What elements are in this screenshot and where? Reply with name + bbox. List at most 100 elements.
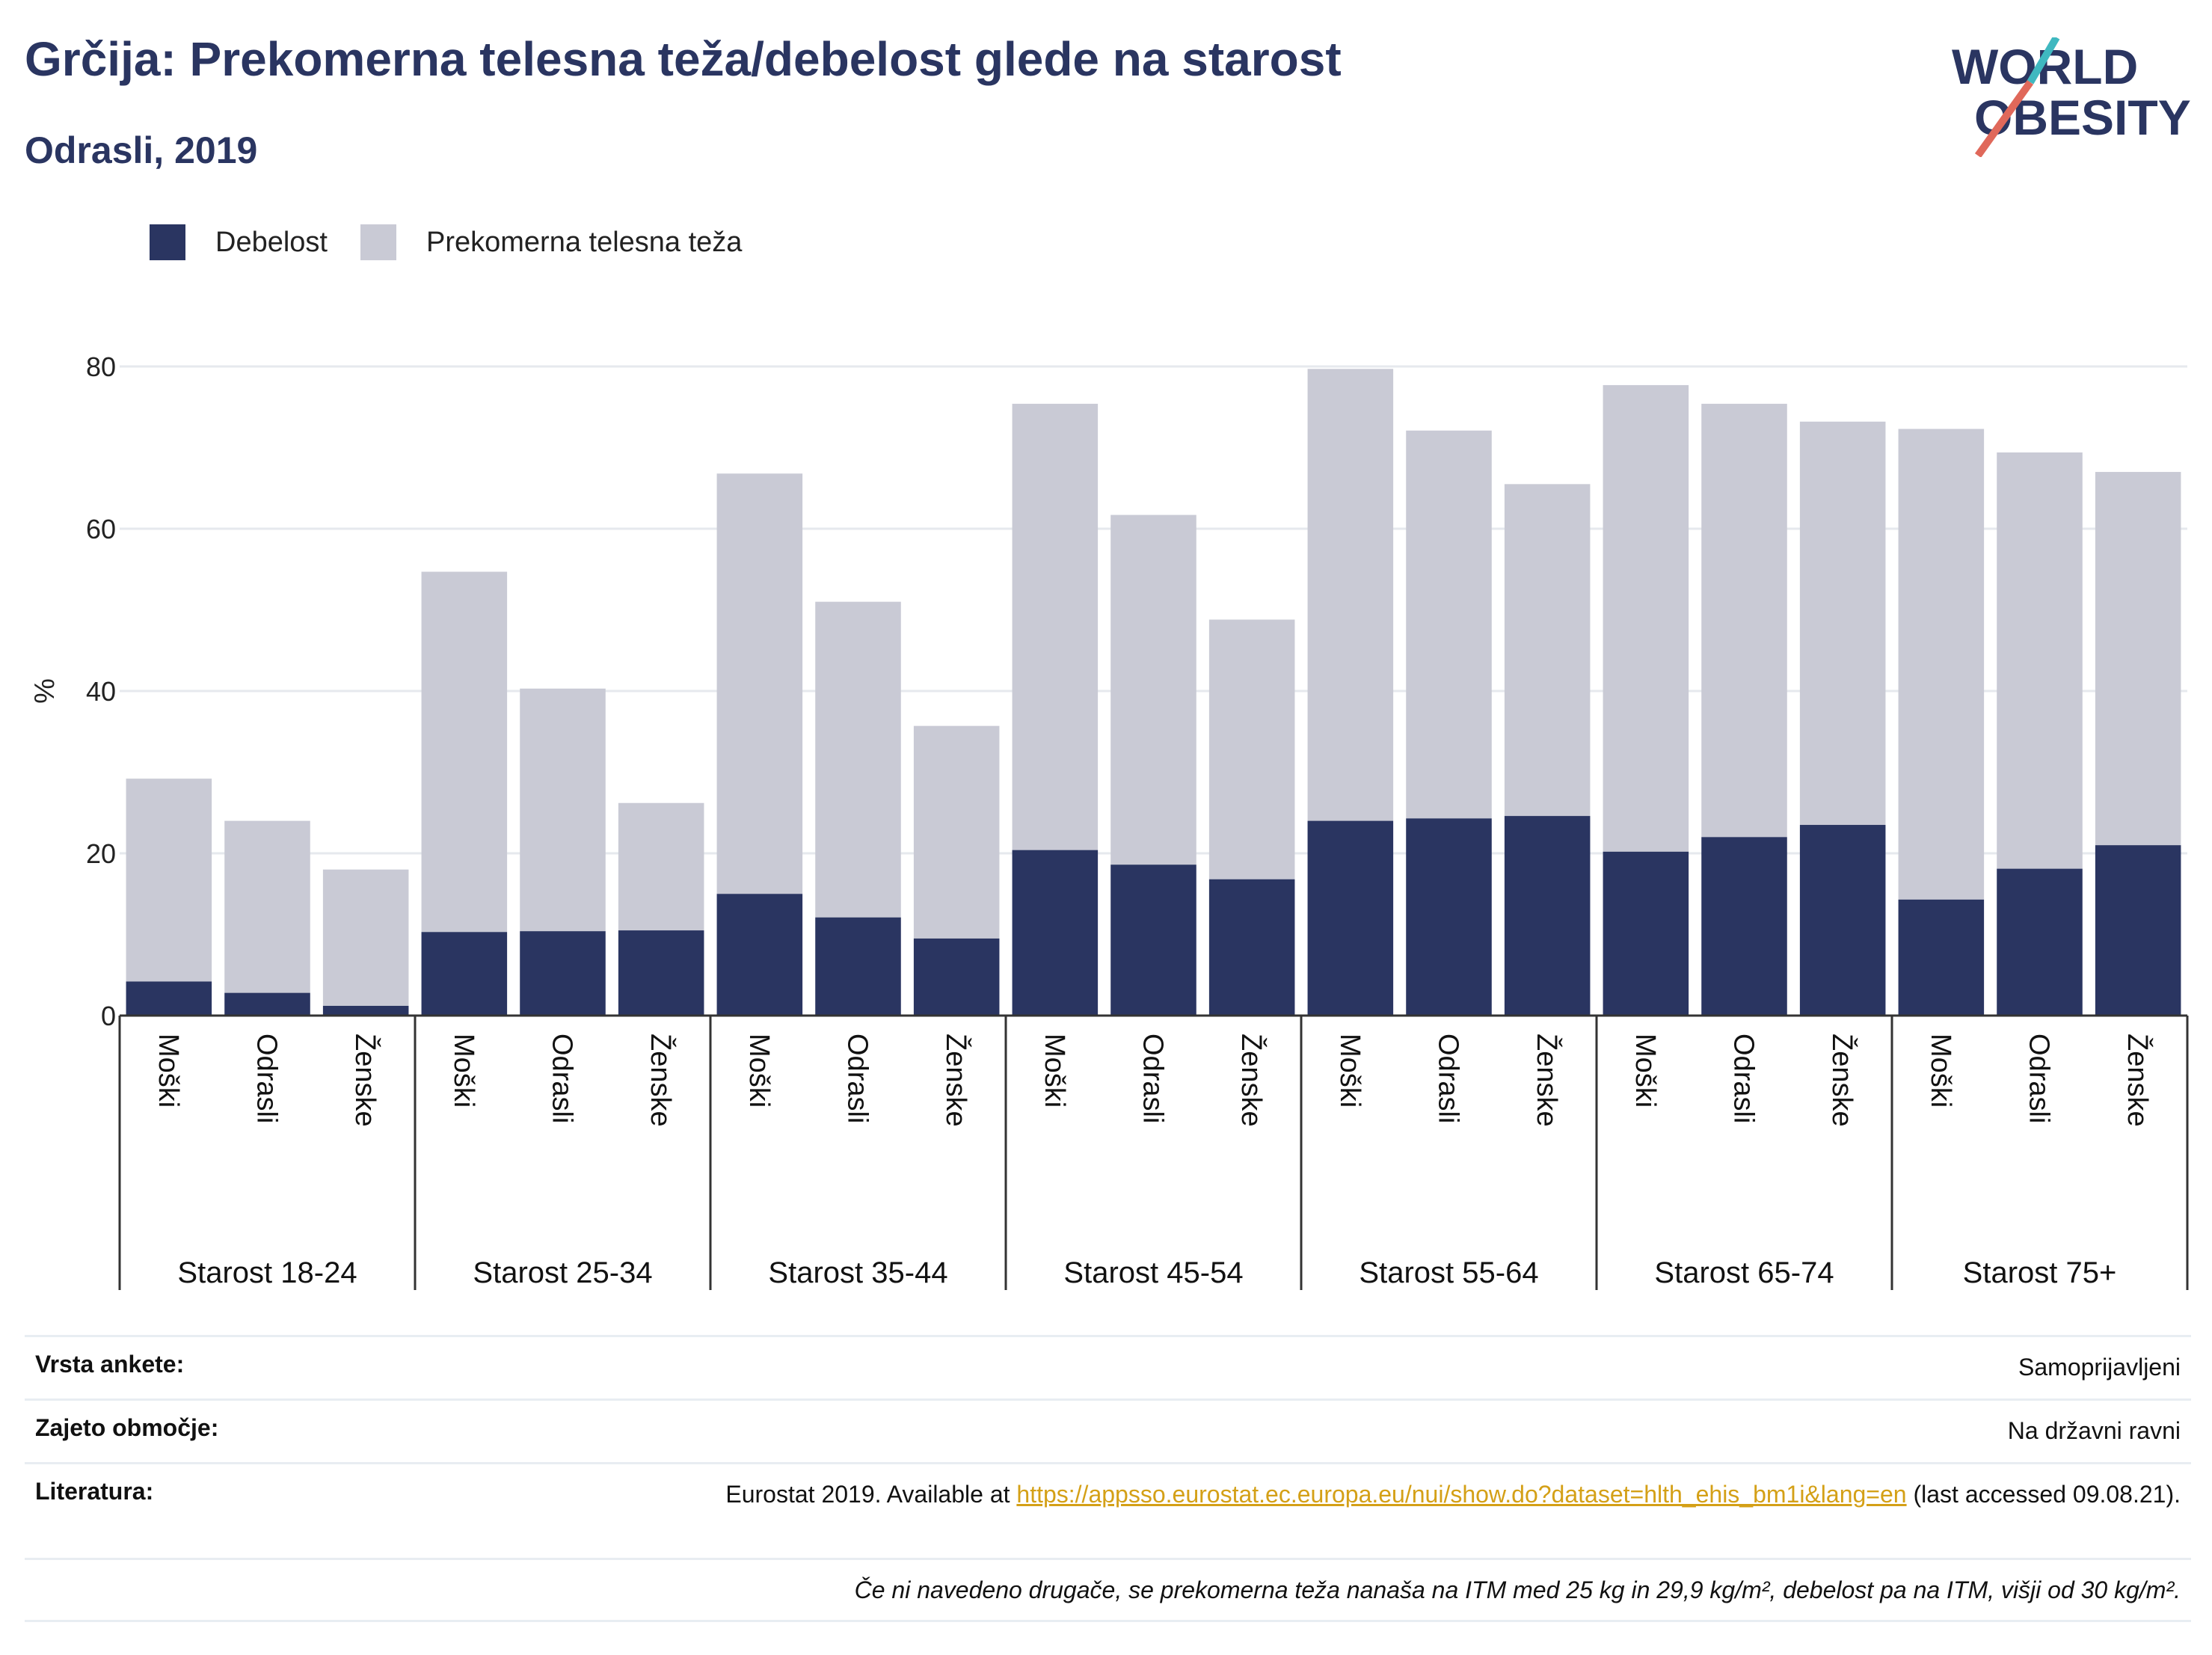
group-label: Starost 55-64 xyxy=(1359,1256,1538,1289)
info-row-coverage: Zajeto območje: Na državni ravni xyxy=(25,1398,2191,1462)
bar-overweight xyxy=(421,571,508,933)
bar-obesity xyxy=(815,917,901,1016)
x-tick-label: Ženske xyxy=(645,1034,677,1127)
chart-legend: Debelost Prekomerna telesna teža xyxy=(150,221,775,263)
bar-overweight xyxy=(1997,452,2083,869)
bar-obesity xyxy=(1701,837,1787,1016)
y-axis-label: % xyxy=(29,678,61,704)
group-label: Starost 45-54 xyxy=(1063,1256,1243,1289)
group-label: Starost 18-24 xyxy=(177,1256,357,1289)
logo-line2: OBESITY xyxy=(1974,90,2191,145)
bar-obesity xyxy=(1406,818,1492,1016)
bar-overweight xyxy=(1110,515,1196,865)
bar-overweight xyxy=(1504,484,1591,817)
y-tick-label: 0 xyxy=(101,1001,116,1031)
reference-prefix: Eurostat 2019. Available at xyxy=(725,1481,1017,1508)
bar-obesity xyxy=(716,894,803,1016)
logo-slash-red xyxy=(1974,80,2034,157)
reference-value: Eurostat 2019. Available at https://apps… xyxy=(725,1478,2181,1511)
x-tick-label: Ženske xyxy=(349,1034,381,1127)
legend-label-overweight: Prekomerna telesna teža xyxy=(425,226,743,258)
x-tick-label: Odrasli xyxy=(1728,1034,1760,1123)
bar-obesity xyxy=(2095,845,2181,1016)
group-label: Starost 25-34 xyxy=(473,1256,652,1289)
bar-obesity xyxy=(1208,879,1295,1016)
group-label: Starost 75+ xyxy=(1963,1256,2117,1289)
x-tick-label: Ženske xyxy=(1531,1034,1563,1127)
world-obesity-logo: WORLD OBESITY xyxy=(1952,37,2191,157)
bar-obesity xyxy=(913,938,1000,1016)
legend-item-obesity: Debelost xyxy=(150,224,328,260)
survey-value: Samoprijavljeni xyxy=(2018,1354,2181,1381)
bar-overweight xyxy=(322,869,409,1006)
info-row-survey: Vrsta ankete: Samoprijavljeni xyxy=(25,1335,2191,1398)
bar-obesity xyxy=(224,992,310,1016)
legend-swatch-overweight xyxy=(360,224,396,260)
x-tick-label: Odrasli xyxy=(2024,1034,2055,1123)
legend-label-obesity: Debelost xyxy=(215,226,328,258)
x-tick-label: Moški xyxy=(1629,1034,1661,1108)
bar-obesity xyxy=(1110,865,1196,1016)
info-row-reference: Literatura: Eurostat 2019. Available at … xyxy=(25,1462,2191,1558)
bar-overweight xyxy=(913,725,1000,939)
reference-link[interactable]: https://appsso.eurostat.ec.europa.eu/nui… xyxy=(1016,1481,1907,1508)
bar-overweight xyxy=(815,601,901,918)
bar-overweight xyxy=(520,688,606,932)
bar-overweight xyxy=(618,802,704,931)
y-tick-label: 60 xyxy=(86,514,116,544)
bar-overweight xyxy=(716,473,803,894)
info-table: Vrsta ankete: Samoprijavljeni Zajeto obm… xyxy=(25,1335,2191,1622)
bar-obesity xyxy=(618,930,704,1016)
x-tick-label: Odrasli xyxy=(842,1034,873,1123)
legend-swatch-obesity xyxy=(150,224,185,260)
x-tick-label: Odrasli xyxy=(547,1034,578,1123)
bar-obesity xyxy=(520,931,606,1016)
bar-overweight xyxy=(1799,421,1886,826)
bar-overweight xyxy=(1208,619,1295,879)
x-tick-label: Ženske xyxy=(1235,1034,1268,1127)
group-label: Starost 35-44 xyxy=(768,1256,947,1289)
bar-overweight xyxy=(224,820,310,993)
x-tick-label: Ženske xyxy=(1826,1034,1858,1127)
x-tick-label: Moški xyxy=(1334,1034,1365,1108)
group-label: Starost 65-74 xyxy=(1654,1256,1834,1289)
bar-obesity xyxy=(322,1005,409,1016)
bar-overweight xyxy=(1012,403,1099,850)
chart-title: Grčija: Prekomerna telesna teža/debelost… xyxy=(25,32,1342,86)
bar-obesity xyxy=(1307,820,1394,1016)
bar-obesity xyxy=(1012,850,1099,1016)
x-tick-label: Moški xyxy=(1039,1034,1070,1108)
y-tick-label: 20 xyxy=(86,838,116,869)
x-tick-label: Ženske xyxy=(940,1034,972,1127)
bar-obesity xyxy=(1997,868,2083,1016)
y-tick-label: 80 xyxy=(86,351,116,382)
bar-overweight xyxy=(126,779,212,982)
x-tick-label: Moški xyxy=(1925,1034,1956,1108)
bar-overweight xyxy=(1701,403,1787,838)
coverage-label: Zajeto območje: xyxy=(35,1414,219,1441)
bar-overweight xyxy=(1898,429,1985,900)
legend-item-overweight: Prekomerna telesna teža xyxy=(360,224,742,260)
logo-slash-teal xyxy=(2027,37,2060,85)
y-tick-label: 40 xyxy=(86,676,116,707)
bar-overweight xyxy=(2095,472,2181,846)
bar-obesity xyxy=(1799,825,1886,1016)
info-row-note: Če ni navedeno drugače, se prekomerna te… xyxy=(25,1558,2191,1620)
logo-line1: WORLD xyxy=(1952,39,2138,94)
info-bottom-divider xyxy=(25,1620,2191,1622)
chart-subtitle: Odrasli, 2019 xyxy=(25,129,258,171)
x-tick-label: Odrasli xyxy=(1433,1034,1464,1123)
bar-chart: 0 20 40 60 80% Moški Odrasli Ženske Starost 18-2… xyxy=(29,351,2189,1290)
bar-obesity xyxy=(126,981,212,1016)
bar-obesity xyxy=(1504,816,1591,1016)
survey-label: Vrsta ankete: xyxy=(35,1351,185,1378)
x-tick-label: Odrasli xyxy=(251,1034,283,1123)
bar-obesity xyxy=(421,932,508,1016)
bar-overweight xyxy=(1603,384,1689,852)
x-tick-label: Odrasli xyxy=(1137,1034,1169,1123)
reference-label: Literatura: xyxy=(35,1478,154,1505)
x-tick-label: Moški xyxy=(743,1034,775,1108)
bar-overweight xyxy=(1307,369,1394,821)
definition-note: Če ni navedeno drugače, se prekomerna te… xyxy=(854,1576,2181,1603)
bar-obesity xyxy=(1898,899,1985,1016)
